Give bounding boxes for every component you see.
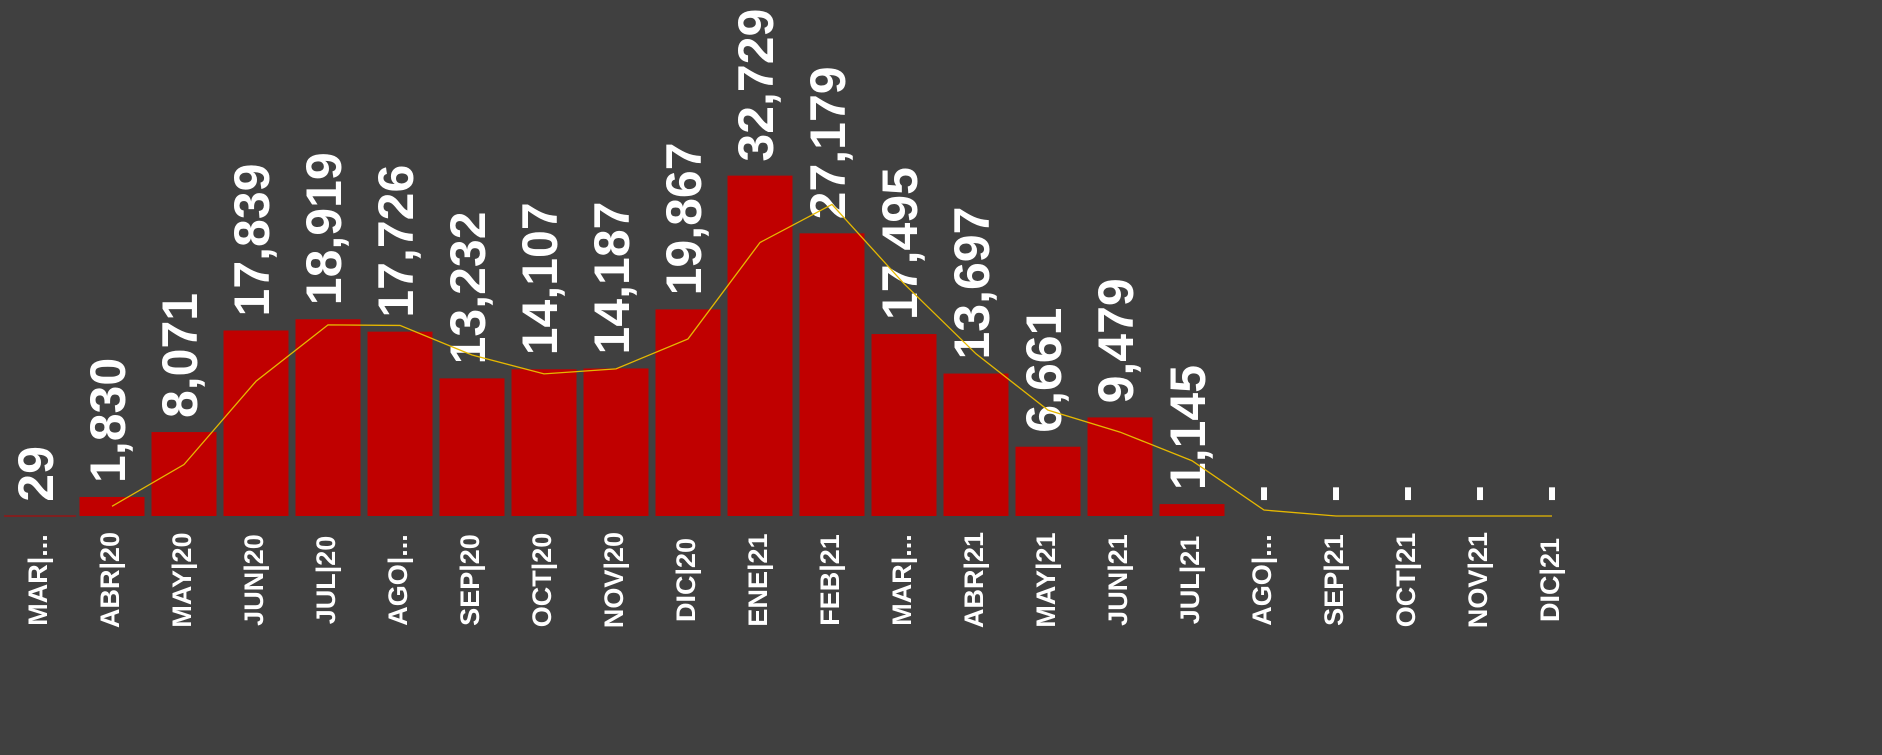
x-tick-label: NOV|21 xyxy=(1463,532,1493,628)
value-label: 17,839 xyxy=(224,164,280,317)
x-tick-label: NOV|20 xyxy=(599,532,629,628)
x-tick-label: SEP|20 xyxy=(455,534,485,626)
value-label: 19,867 xyxy=(656,142,712,295)
bar xyxy=(295,319,361,516)
value-label: - xyxy=(1448,485,1504,502)
bar xyxy=(799,233,865,517)
bar xyxy=(439,378,505,516)
x-tick-label: OCT|20 xyxy=(527,533,557,628)
value-label: - xyxy=(1376,485,1432,502)
value-label: 13,697 xyxy=(944,207,1000,360)
value-label: 29 xyxy=(8,446,64,502)
bar xyxy=(655,309,721,516)
x-tick-label: AGO|... xyxy=(383,534,413,626)
bar xyxy=(511,369,577,516)
bar xyxy=(1015,446,1081,516)
x-tick-label: MAY|20 xyxy=(167,532,197,627)
x-tick-label: ABR|20 xyxy=(95,532,125,628)
bar xyxy=(79,496,145,516)
value-label: - xyxy=(1520,485,1576,502)
x-tick-label: JUN|20 xyxy=(239,534,269,626)
value-label: 13,232 xyxy=(440,211,496,364)
bar xyxy=(583,368,649,516)
value-label: 17,726 xyxy=(368,165,424,318)
value-label: 9,479 xyxy=(1088,278,1144,403)
x-tick-label: ABR|21 xyxy=(959,532,989,628)
value-label: 1,145 xyxy=(1160,365,1216,490)
value-label: - xyxy=(1304,485,1360,502)
x-tick-label: AGO|... xyxy=(1247,534,1277,626)
x-tick-label: MAY|21 xyxy=(1031,532,1061,627)
trend-line xyxy=(111,203,1552,517)
value-label: 14,107 xyxy=(512,202,568,355)
x-tick-label: DIC|21 xyxy=(1535,538,1565,622)
x-tick-label: MAR|... xyxy=(887,534,917,626)
bar xyxy=(871,334,937,516)
value-label: 27,179 xyxy=(800,66,856,219)
value-label: 8,071 xyxy=(152,293,208,418)
value-label: 6,661 xyxy=(1016,308,1072,433)
x-tick-label: ENE|21 xyxy=(743,533,773,626)
bar xyxy=(1159,504,1225,516)
bar xyxy=(223,330,289,516)
bar xyxy=(367,331,433,516)
bar xyxy=(727,175,793,516)
x-tick-label: JUL|20 xyxy=(311,536,341,625)
x-tick-label: FEB|21 xyxy=(815,534,845,626)
x-tick-label: DIC|20 xyxy=(671,538,701,622)
x-tick-label: OCT|21 xyxy=(1391,533,1421,628)
value-label: 1,830 xyxy=(80,358,136,483)
x-tick-label: JUL|21 xyxy=(1175,536,1205,625)
bar xyxy=(151,432,217,516)
value-label: 32,729 xyxy=(728,9,784,162)
x-tick-label: SEP|21 xyxy=(1319,534,1349,626)
value-label: 17,495 xyxy=(872,167,928,320)
x-tick-label: JUN|21 xyxy=(1103,534,1133,626)
x-tick-label: MAR|... xyxy=(23,534,53,626)
value-label: 14,187 xyxy=(584,202,640,355)
bar xyxy=(943,373,1009,516)
value-label: 18,919 xyxy=(296,152,352,305)
bar xyxy=(1087,417,1153,516)
